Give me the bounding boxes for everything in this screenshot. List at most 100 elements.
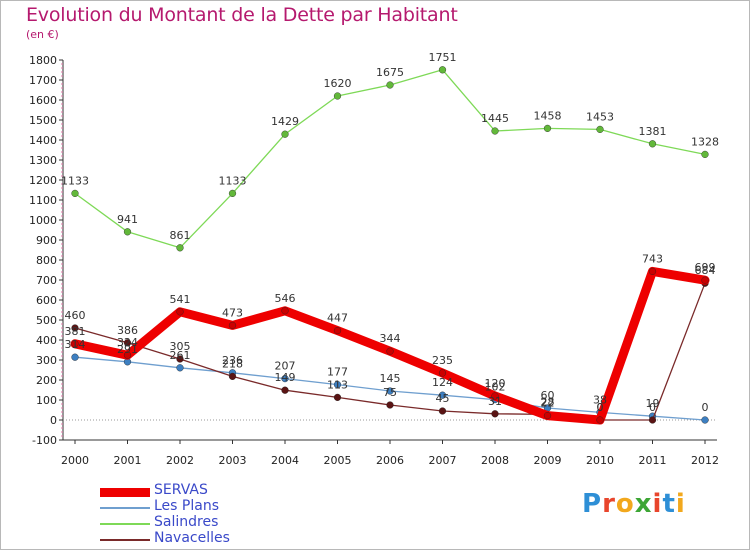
data-point [123, 351, 132, 359]
data-point [701, 276, 709, 284]
y-tick-label: 1400 [29, 134, 57, 147]
x-tick-label: 2010 [586, 454, 614, 467]
data-label: 1429 [271, 115, 299, 128]
y-tick-label: 1300 [29, 154, 57, 167]
legend-label: Navacelles [154, 530, 230, 546]
data-label: 546 [275, 292, 296, 305]
data-label: 447 [327, 312, 348, 325]
data-point [648, 416, 657, 424]
series-line-salindres [74, 69, 706, 249]
data-point [281, 307, 289, 315]
data-label: 45 [436, 392, 450, 405]
data-point [491, 410, 499, 418]
data-point [648, 140, 657, 148]
data-label: 28 [541, 395, 555, 408]
logo-letter: r [602, 489, 616, 519]
data-label: 861 [170, 229, 191, 242]
data-point [438, 407, 447, 415]
x-tick-label: 2003 [219, 454, 247, 467]
legend-item: Salindres [100, 514, 300, 532]
data-label: 60 [541, 389, 555, 402]
data-label: 236 [222, 354, 243, 367]
data-point [438, 66, 447, 74]
data-label: 124 [432, 376, 453, 389]
data-point [333, 381, 342, 389]
data-point [228, 321, 237, 330]
data-point [71, 324, 79, 332]
data-label: 0 [649, 401, 656, 414]
data-point [281, 386, 289, 394]
logo-letter: i [675, 489, 686, 519]
logo-letter: o [615, 489, 635, 519]
data-point [281, 375, 289, 383]
data-label: 207 [275, 360, 296, 373]
y-tick-label: 1700 [29, 74, 57, 87]
chart-axes: -100010020030040050060070080090010001100… [29, 54, 719, 467]
data-label: 0 [702, 401, 709, 414]
x-tick-label: 2002 [166, 454, 194, 467]
data-label: 305 [170, 340, 191, 353]
data-label: 344 [380, 332, 401, 345]
data-point [71, 189, 79, 198]
x-tick-label: 2011 [639, 454, 667, 467]
data-label: 102 [485, 381, 506, 394]
data-label: 113 [327, 378, 348, 391]
y-tick-label: -100 [32, 434, 57, 447]
proxiti-logo: Proxiti [582, 489, 686, 519]
x-tick-label: 2007 [429, 454, 457, 467]
x-tick-label: 2004 [271, 454, 299, 467]
data-label: 1675 [376, 66, 404, 79]
legend-label: SERVAS [154, 482, 208, 498]
data-point [386, 387, 394, 395]
data-label: 19 [646, 397, 660, 410]
data-label: 1133 [219, 174, 247, 187]
y-tick-label: 300 [36, 354, 57, 367]
data-point [333, 393, 342, 402]
data-label: 1328 [691, 135, 719, 148]
data-point [333, 327, 342, 335]
data-point [596, 125, 604, 133]
legend-swatch [100, 523, 150, 525]
chart-unit: (en €) [26, 28, 59, 41]
y-tick-label: 700 [36, 274, 57, 287]
data-point [596, 416, 604, 424]
data-point [438, 369, 447, 377]
data-point [176, 355, 184, 363]
legend-swatch [100, 487, 150, 497]
legend-swatch [100, 539, 150, 541]
y-tick-label: 1500 [29, 114, 57, 127]
chart-legend: SERVAS Les Plans Salindres Navacelles [100, 482, 300, 548]
data-label: 1381 [639, 125, 667, 138]
x-tick-label: 2000 [61, 454, 89, 467]
data-point [701, 150, 709, 159]
data-label: 120 [485, 377, 506, 390]
data-label: 75 [383, 386, 397, 399]
y-tick-label: 1100 [29, 194, 57, 207]
data-label: 1458 [534, 109, 562, 122]
data-label: 473 [222, 306, 243, 319]
chart-title: Evolution du Montant de la Dette par Hab… [26, 4, 458, 26]
data-label: 235 [432, 354, 453, 367]
data-point [701, 416, 709, 424]
data-point [281, 130, 289, 138]
data-point [176, 308, 184, 316]
x-tick-label: 2006 [376, 454, 404, 467]
y-tick-label: 1800 [29, 54, 57, 67]
data-label: 381 [65, 325, 86, 338]
y-tick-label: 200 [36, 374, 57, 387]
y-tick-label: 1200 [29, 174, 57, 187]
data-label-layer: 1133 941 861 1133 1429 1620 1675 1751 1445 1458 14… [61, 51, 719, 414]
legend-label: Salindres [154, 514, 219, 530]
data-point [71, 353, 79, 361]
legend-item: Navacelles [100, 530, 300, 548]
data-point [176, 364, 184, 372]
data-label: 1620 [324, 77, 352, 90]
data-label: 0 [597, 401, 604, 414]
logo-letter: P [582, 489, 603, 519]
logo-letter: t [662, 489, 676, 519]
logo-letter: x [634, 489, 653, 519]
data-point [228, 372, 237, 381]
data-label: 314 [65, 338, 86, 351]
data-point [176, 244, 184, 252]
